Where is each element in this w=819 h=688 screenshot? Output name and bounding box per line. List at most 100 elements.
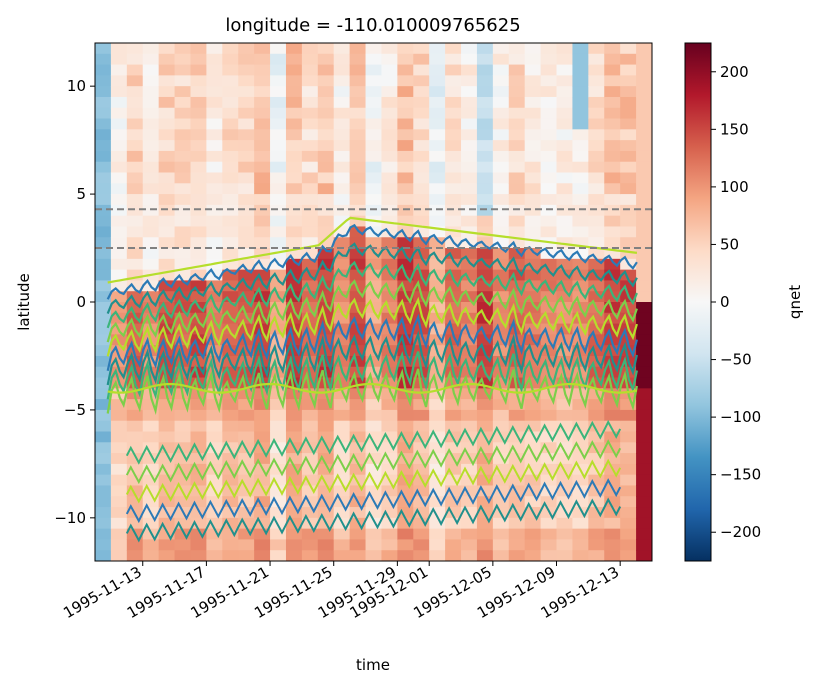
heatmap-cell [333, 204, 351, 217]
heatmap-cell [238, 496, 255, 508]
heatmap-cell [604, 237, 621, 249]
heatmap-cell [588, 453, 605, 465]
heatmap-cell [365, 118, 383, 130]
heatmap-cell [126, 204, 144, 217]
heatmap-cell [158, 150, 176, 163]
heatmap-cell [572, 507, 589, 519]
heatmap-cell [540, 204, 558, 217]
heatmap-cell [174, 161, 192, 174]
heatmap-cell [95, 539, 112, 551]
heatmap-cell [572, 453, 589, 465]
heatmap-cell [126, 485, 144, 497]
heatmap-cell [461, 183, 478, 195]
heatmap-cell [174, 53, 192, 66]
heatmap-cell [126, 420, 144, 433]
heatmap-cell [110, 334, 128, 346]
heatmap-cell [142, 431, 160, 443]
heatmap-cell [461, 64, 478, 76]
heatmap-cell [174, 86, 192, 98]
heatmap-cell [285, 215, 303, 228]
heatmap-cell [174, 323, 192, 335]
heatmap-cell [413, 377, 430, 389]
heatmap-cell [365, 334, 383, 346]
heatmap-cell [190, 539, 207, 551]
heatmap-cell [126, 172, 144, 184]
heatmap-cell [126, 96, 144, 109]
heatmap-cell [572, 280, 589, 292]
heatmap-cell [620, 442, 637, 454]
heatmap-cell [461, 323, 478, 335]
heatmap-cell [349, 53, 367, 66]
heatmap-cell [190, 453, 207, 465]
heatmap-cell [95, 226, 112, 238]
heatmap-cell [461, 269, 478, 282]
colorbar [684, 42, 712, 562]
heatmap-cell [301, 64, 319, 76]
heatmap-cell [588, 517, 605, 530]
heatmap-cell [333, 43, 351, 55]
heatmap-cell [445, 334, 462, 346]
heatmap-cell [365, 442, 383, 454]
heatmap-cell [349, 215, 367, 228]
heatmap-cell [588, 118, 605, 130]
heatmap-cell [126, 517, 144, 530]
heatmap-cell [174, 215, 192, 228]
heatmap-cell [333, 485, 351, 497]
heatmap-cell [142, 183, 160, 195]
heatmap-cell [317, 291, 335, 303]
heatmap-cell [620, 64, 637, 76]
heatmap-cell [317, 528, 335, 541]
heatmap-cell [238, 248, 255, 260]
heatmap-cell [365, 507, 383, 519]
heatmap-cell [126, 150, 144, 163]
heatmap-cell [238, 431, 255, 443]
heatmap-cell [126, 463, 144, 476]
heatmap-cell [254, 75, 271, 87]
heatmap-cell [301, 194, 319, 206]
heatmap-cell [620, 75, 637, 87]
heatmap-cell [381, 118, 398, 130]
heatmap-cell [254, 431, 271, 443]
heatmap-cell [110, 496, 128, 508]
heatmap-cell [620, 302, 637, 314]
heatmap-cell [222, 550, 239, 561]
heatmap-cell [445, 53, 462, 66]
heatmap-cell [95, 517, 112, 530]
colorbar-tick-label: 200 [720, 63, 749, 81]
heatmap-cell [158, 355, 176, 368]
y-tick-label: 10 [67, 77, 86, 95]
heatmap-cell [158, 96, 176, 109]
heatmap-cell [333, 75, 351, 87]
heatmap-cell [572, 420, 589, 433]
heatmap-cell [190, 463, 207, 476]
heatmap-cell [588, 323, 605, 335]
heatmap-cell [572, 345, 589, 357]
heatmap-cell [270, 463, 287, 476]
heatmap-cell [540, 453, 558, 465]
heatmap-cell [222, 86, 239, 98]
heatmap-cell [333, 474, 351, 487]
heatmap-cell [349, 485, 367, 497]
heatmap-cell [110, 226, 128, 238]
heatmap-cell [572, 215, 589, 228]
heatmap-cell [206, 64, 223, 76]
heatmap-cell [413, 280, 430, 292]
heatmap-cell [301, 496, 319, 508]
heatmap-cell [381, 215, 398, 228]
heatmap-cell [413, 96, 430, 109]
heatmap-cell [190, 442, 207, 454]
heatmap-cell [238, 409, 255, 422]
heatmap-cell [158, 399, 176, 411]
heatmap-cell [349, 183, 367, 195]
heatmap-cell [381, 258, 398, 271]
heatmap-cell [95, 302, 112, 314]
heatmap-cell [126, 539, 144, 551]
heatmap-cell [508, 258, 526, 271]
heatmap-cell [222, 107, 239, 120]
heatmap-cell [126, 399, 144, 411]
heatmap-cell [588, 474, 605, 487]
heatmap-cell [142, 302, 160, 314]
heatmap-cell [349, 172, 367, 184]
heatmap-cell [349, 453, 367, 465]
heatmap-cell [174, 118, 192, 130]
